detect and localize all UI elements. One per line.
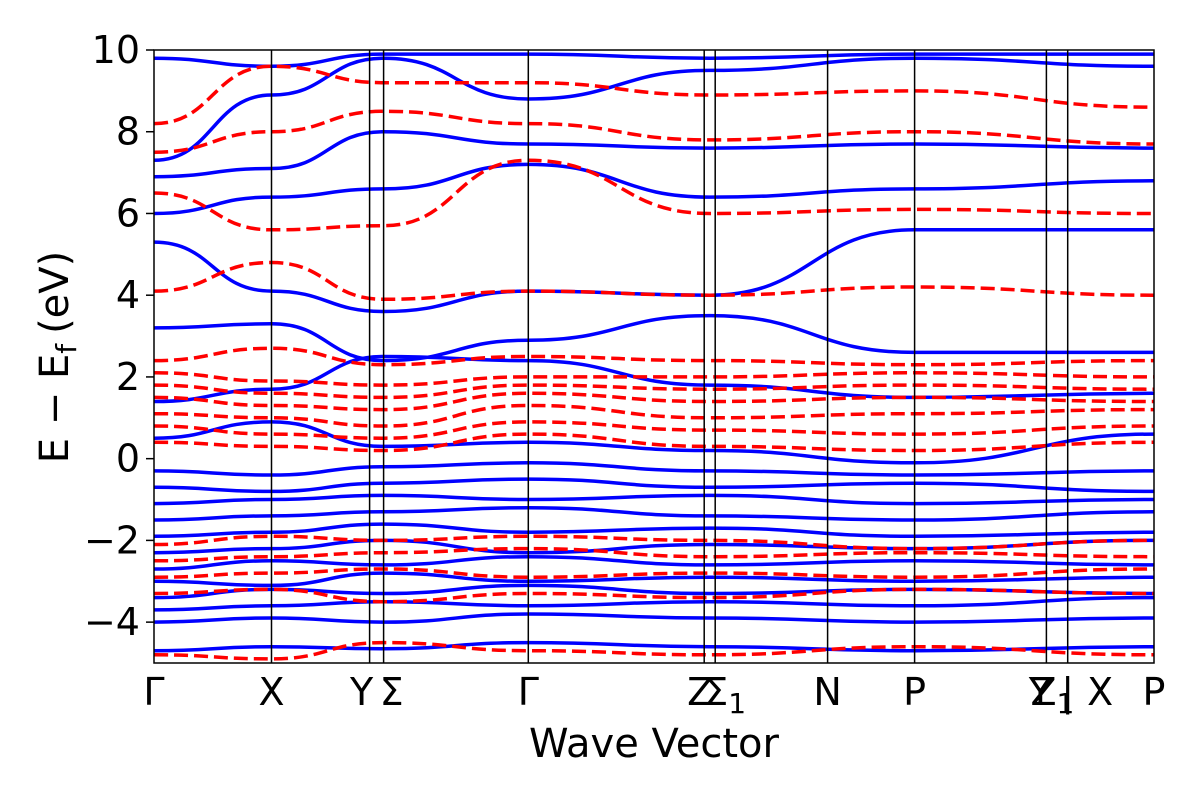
- x-tick-label: N: [813, 670, 841, 714]
- x-tick-label: X: [1087, 670, 1113, 714]
- x-tick-label: Y: [349, 670, 374, 714]
- y-tick-label: 8: [116, 110, 140, 154]
- x-axis-label: Wave Vector: [529, 721, 780, 767]
- x-tick-label: Σ: [380, 670, 404, 714]
- y-tick-label: −4: [84, 600, 140, 644]
- solid-band-line: [154, 595, 1154, 612]
- dashed-band-line: [154, 64, 1154, 126]
- plot-frame: [153, 49, 1155, 664]
- solid-band-line: [154, 493, 1154, 506]
- x-tick-label: X: [258, 670, 284, 714]
- x-tick-label: P: [1143, 670, 1166, 714]
- y-tick-label: −2: [84, 518, 140, 562]
- dashed-band-line: [154, 403, 1154, 428]
- solid-band-line: [154, 612, 1154, 624]
- solid-band-line: [154, 313, 1154, 363]
- solid-band-line: [154, 162, 1154, 216]
- dashed-band-line: [154, 371, 1154, 387]
- x-axis: Γ X Y Σ Γ ZΣ1 N P YZ1| X P: [143, 670, 1165, 720]
- x-tick-label: Z: [687, 670, 713, 714]
- y-axis-label-group: E − Ef(eV): [32, 251, 83, 464]
- solid-band-line: [154, 505, 1154, 522]
- y-tick-label: 10: [92, 28, 140, 72]
- x-tick-label: |: [1061, 670, 1074, 715]
- y-axis: −4 −2 0 2 4 6 8 10: [84, 28, 154, 644]
- y-tick-label: 0: [116, 437, 140, 481]
- y-tick-label: 2: [116, 355, 140, 399]
- dashed-band-line: [154, 587, 1154, 604]
- x-tick-label: P: [903, 670, 926, 714]
- dashed-band-line: [154, 640, 1154, 661]
- y-tick-label: 6: [116, 191, 140, 235]
- dashed-band-line: [154, 383, 1154, 400]
- dashed-band-line: [154, 391, 1154, 412]
- solid-band-line: [154, 461, 1154, 477]
- x-tick-label: Y: [1028, 670, 1053, 714]
- solid-band-line: [154, 522, 1154, 539]
- dashed-band-line: [154, 109, 1154, 154]
- dashed-band-line: [154, 432, 1154, 453]
- solid-band-line: [154, 129, 1154, 179]
- dashed-band-line: [154, 346, 1154, 367]
- dashed-band-line: [154, 420, 1154, 440]
- solid-band-line: [154, 554, 1154, 571]
- solid-band-line: [154, 420, 1154, 465]
- solid-band-line: [154, 477, 1154, 494]
- dashed-band-line: [154, 534, 1154, 551]
- y-axis-label: E − Ef(eV): [32, 251, 83, 464]
- dashed-band-line: [154, 567, 1154, 579]
- x-tick-label: Γ: [143, 670, 164, 714]
- solid-band-line: [154, 228, 1154, 314]
- dashed-band-line: [154, 546, 1154, 563]
- x-tick-label: Σ1: [704, 670, 746, 720]
- solid-band-line: [154, 571, 1154, 588]
- x-tick-label: Γ: [518, 670, 539, 714]
- bands-layer: [154, 52, 1154, 661]
- y-tick-label: 4: [116, 273, 140, 317]
- dashed-band-line: [154, 158, 1154, 232]
- solid-band-line: [154, 640, 1154, 653]
- kpoint-lines: [270, 50, 1069, 663]
